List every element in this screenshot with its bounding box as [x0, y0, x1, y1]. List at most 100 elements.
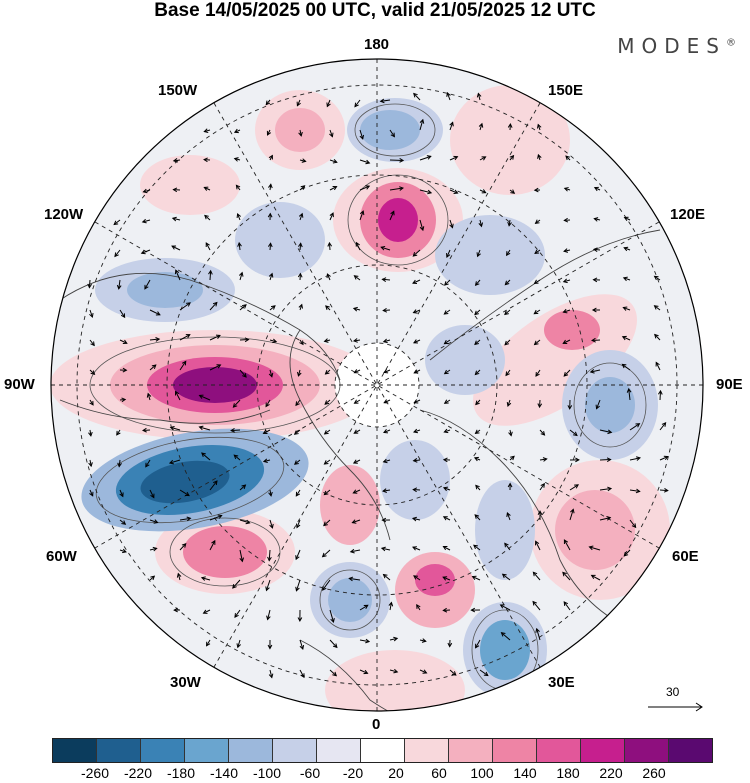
wind-vector-head [186, 302, 191, 307]
wind-vector-head [113, 220, 119, 226]
wind-vector [328, 242, 331, 251]
wind-vector-head [234, 613, 239, 618]
wind-vector-head [330, 618, 335, 624]
wind-vector-head [121, 397, 127, 403]
wind-vector-head [442, 486, 448, 492]
wind-vector-head [144, 284, 149, 290]
wind-vector-head [89, 312, 94, 318]
modes-logo: MODES® [617, 34, 736, 58]
wind-vector-head [575, 457, 580, 463]
colorbar-swatch [272, 739, 316, 762]
wind-vector [237, 213, 241, 221]
wind-vector [118, 459, 121, 467]
wind-vector-head [588, 545, 594, 551]
wind-vector-head [198, 425, 204, 431]
lon-label-120w: 120W [44, 206, 84, 223]
wind-vector-head [323, 430, 329, 435]
wind-vector [89, 309, 93, 318]
wind-vector-head [262, 429, 268, 434]
wind-vector-head [390, 210, 395, 216]
wind-vector [299, 669, 305, 678]
wind-vector [295, 489, 301, 497]
wind-vector-head [217, 514, 223, 519]
colorbar-swatch [96, 739, 140, 762]
wind-vector [659, 489, 668, 492]
wind-vector [449, 122, 454, 131]
wind-vector [149, 489, 155, 498]
wind-vector [629, 457, 641, 461]
wind-vector-head [233, 128, 239, 134]
negative-anomaly [127, 272, 203, 308]
wind-vector-head [623, 551, 629, 557]
wind-vector-head [298, 131, 303, 137]
wind-vectors [87, 91, 669, 679]
wind-vector-head [589, 369, 595, 374]
wind-vector [269, 273, 273, 281]
wind-vector-head [232, 403, 238, 408]
wind-vector [119, 519, 126, 525]
wind-vector-head [116, 430, 121, 436]
wind-vector-head [621, 335, 627, 341]
wind-vector [474, 514, 481, 521]
wind-vector [206, 639, 211, 647]
wind-vector-head [237, 241, 242, 247]
wind-vector [199, 426, 211, 431]
wind-vector-head [186, 516, 192, 522]
wind-vector [591, 574, 601, 581]
wind-vector-head [426, 155, 432, 160]
wind-vector-head [176, 572, 182, 578]
wind-vector-head [507, 123, 513, 128]
wind-vector-head [151, 364, 157, 369]
wind-vector-head [449, 121, 454, 127]
wind-vector [267, 609, 271, 620]
reference-vector: 30 [644, 685, 706, 715]
lon-label-90w: 90W [4, 376, 35, 393]
wind-vector-head [323, 460, 329, 465]
wind-vector-head [211, 539, 216, 545]
wind-vector-head [533, 187, 539, 193]
wind-vector-head [607, 486, 613, 492]
wind-vector-head [654, 333, 659, 339]
wind-vector-head [476, 92, 482, 98]
wind-vector [443, 546, 451, 551]
wind-vector [238, 242, 241, 251]
wind-vector-head [473, 544, 478, 550]
wind-vector [352, 519, 361, 524]
wind-vector [534, 309, 541, 315]
wind-vector [505, 369, 511, 376]
colorbar [52, 738, 713, 763]
wind-vector [269, 339, 277, 343]
wind-vector-head [470, 607, 476, 613]
wind-vector [355, 242, 361, 251]
wind-vector [628, 388, 631, 401]
wind-vector [199, 394, 211, 401]
wind-vector-head [173, 607, 178, 613]
wind-vector [536, 628, 541, 641]
wind-vector [473, 544, 481, 551]
wind-vector [359, 159, 370, 164]
wind-vector [381, 246, 391, 251]
wind-vector-head [88, 431, 93, 437]
wind-vector-head [295, 555, 300, 561]
wind-vector [119, 549, 127, 553]
wind-vector [149, 309, 161, 316]
wind-vector-head [411, 516, 417, 522]
lon-label-150w: 150W [158, 82, 198, 99]
wind-vector-head [622, 306, 628, 311]
wind-vector [239, 519, 250, 524]
wind-vector [324, 459, 331, 465]
wind-vector [203, 609, 211, 614]
wind-vector [205, 242, 211, 251]
wind-vector-head [533, 279, 539, 284]
wind-vector-head [116, 284, 122, 290]
wind-vector-head [474, 340, 479, 346]
wind-vector [329, 129, 333, 137]
wind-vector-head [321, 552, 327, 558]
wind-vector [413, 93, 421, 101]
wind-vector-head [563, 601, 569, 606]
wind-vector-head [324, 370, 330, 375]
wind-vector-head [510, 189, 516, 194]
wind-vector-head [591, 337, 596, 343]
wind-vector [532, 571, 541, 581]
wind-vector-head [268, 491, 273, 497]
